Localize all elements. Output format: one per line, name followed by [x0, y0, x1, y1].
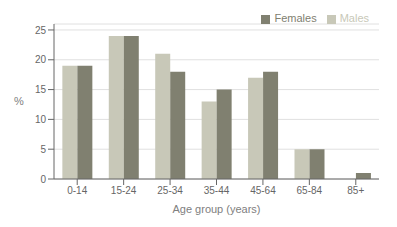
svg-text:25: 25 — [35, 25, 47, 36]
svg-text:15: 15 — [35, 84, 47, 95]
svg-text:Age group (years): Age group (years) — [172, 203, 260, 215]
svg-text:25-34: 25-34 — [157, 185, 183, 196]
svg-text:65-84: 65-84 — [297, 185, 323, 196]
svg-text:0: 0 — [40, 174, 46, 185]
html-text:Males: Males — [339, 12, 369, 24]
svg-text:0-14: 0-14 — [67, 185, 87, 196]
svg-text:35-44: 35-44 — [204, 185, 230, 196]
svg-text:5: 5 — [40, 144, 46, 155]
svg-text:15-24: 15-24 — [111, 185, 137, 196]
html-text:Females: Females — [274, 12, 317, 24]
svg-text:20: 20 — [35, 54, 47, 65]
svg-text:10: 10 — [35, 114, 47, 125]
svg-text:85+: 85+ — [347, 185, 364, 196]
svg-text:45-64: 45-64 — [250, 185, 276, 196]
svg-text:%: % — [14, 95, 24, 107]
